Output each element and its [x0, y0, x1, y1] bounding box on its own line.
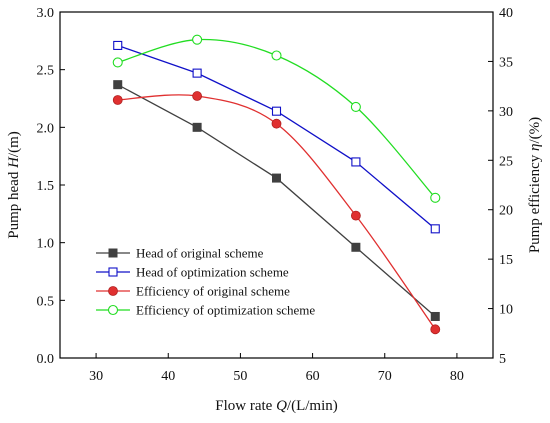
legend-label: Efficiency of optimization scheme	[136, 303, 315, 318]
data-point	[272, 173, 281, 183]
right-y-tick-label: 25	[499, 154, 513, 169]
legend-item: Head of original scheme	[96, 246, 264, 261]
left-y-tick-label: 1.5	[37, 179, 55, 194]
data-point	[271, 106, 282, 116]
data-point	[430, 311, 440, 321]
data-point	[350, 101, 361, 112]
data-point	[430, 324, 441, 335]
series-line	[117, 44, 436, 230]
legend-marker	[108, 286, 118, 296]
legend-item: Efficiency of original scheme	[96, 284, 290, 299]
x-tick-label: 60	[306, 369, 320, 384]
legend-label: Head of optimization scheme	[136, 265, 289, 280]
x-tick-label: 40	[161, 369, 175, 384]
x-tick-label: 80	[450, 369, 464, 384]
legend-label: Efficiency of original scheme	[136, 284, 290, 299]
data-point	[192, 68, 202, 78]
x-axis-ticks: 30 40 50 60 70 80	[89, 353, 464, 384]
legend: Head of original scheme Head of optimizat…	[96, 246, 315, 318]
series-4	[112, 34, 441, 203]
data-point	[271, 50, 282, 61]
data-point	[430, 192, 441, 203]
right-y-tick-label: 10	[499, 303, 513, 318]
left-y-tick-label: 2.0	[37, 121, 55, 136]
right-y-tick-label: 5	[499, 352, 506, 367]
data-point	[351, 157, 361, 167]
data-point	[192, 34, 203, 45]
series-layer	[112, 34, 441, 335]
left-y-tick-label: 3.0	[37, 6, 55, 21]
legend-label: Head of original scheme	[136, 246, 264, 261]
series-1	[113, 80, 440, 321]
legend-marker	[108, 267, 118, 277]
series-line	[117, 94, 436, 330]
series-2	[113, 40, 440, 234]
x-tick-label: 30	[89, 369, 103, 384]
left-y-tick-label: 0.5	[37, 294, 55, 309]
left-y-axis-ticks: 0.0 0.5 1.0 1.5 2.0 2.5 3.0	[37, 6, 65, 367]
data-point	[192, 91, 203, 101]
data-point	[351, 242, 361, 252]
data-point	[430, 224, 440, 234]
right-y-tick-label: 35	[499, 55, 513, 70]
right-y-axis-ticks: 5 10 15 20 25 30 35 40	[488, 6, 513, 367]
x-tick-label: 50	[233, 369, 247, 384]
x-tick-label: 70	[378, 369, 392, 384]
x-axis-title: Flow rate Q/(L/min)	[215, 398, 338, 414]
left-y-axis-title: Pump head H/(m)	[6, 131, 22, 239]
data-point	[271, 118, 282, 129]
right-y-tick-label: 30	[499, 105, 513, 120]
data-point	[113, 40, 123, 50]
left-y-tick-label: 2.5	[37, 64, 55, 79]
left-y-tick-label: 0.0	[37, 352, 55, 367]
data-point	[112, 57, 123, 68]
left-y-tick-label: 1.0	[37, 237, 55, 252]
right-y-tick-label: 15	[499, 253, 513, 268]
data-point	[350, 210, 361, 221]
legend-item: Efficiency of optimization scheme	[96, 303, 315, 318]
data-point	[113, 80, 123, 90]
legend-marker	[107, 304, 119, 316]
right-y-axis-title: Pump efficiency η/(%)	[527, 117, 543, 253]
data-point	[192, 122, 202, 132]
right-y-tick-label: 40	[499, 6, 513, 21]
series-3	[112, 91, 441, 335]
legend-marker	[108, 248, 118, 258]
legend-item: Head of optimization scheme	[96, 265, 289, 280]
right-y-tick-label: 20	[499, 204, 513, 219]
data-point	[112, 95, 123, 105]
